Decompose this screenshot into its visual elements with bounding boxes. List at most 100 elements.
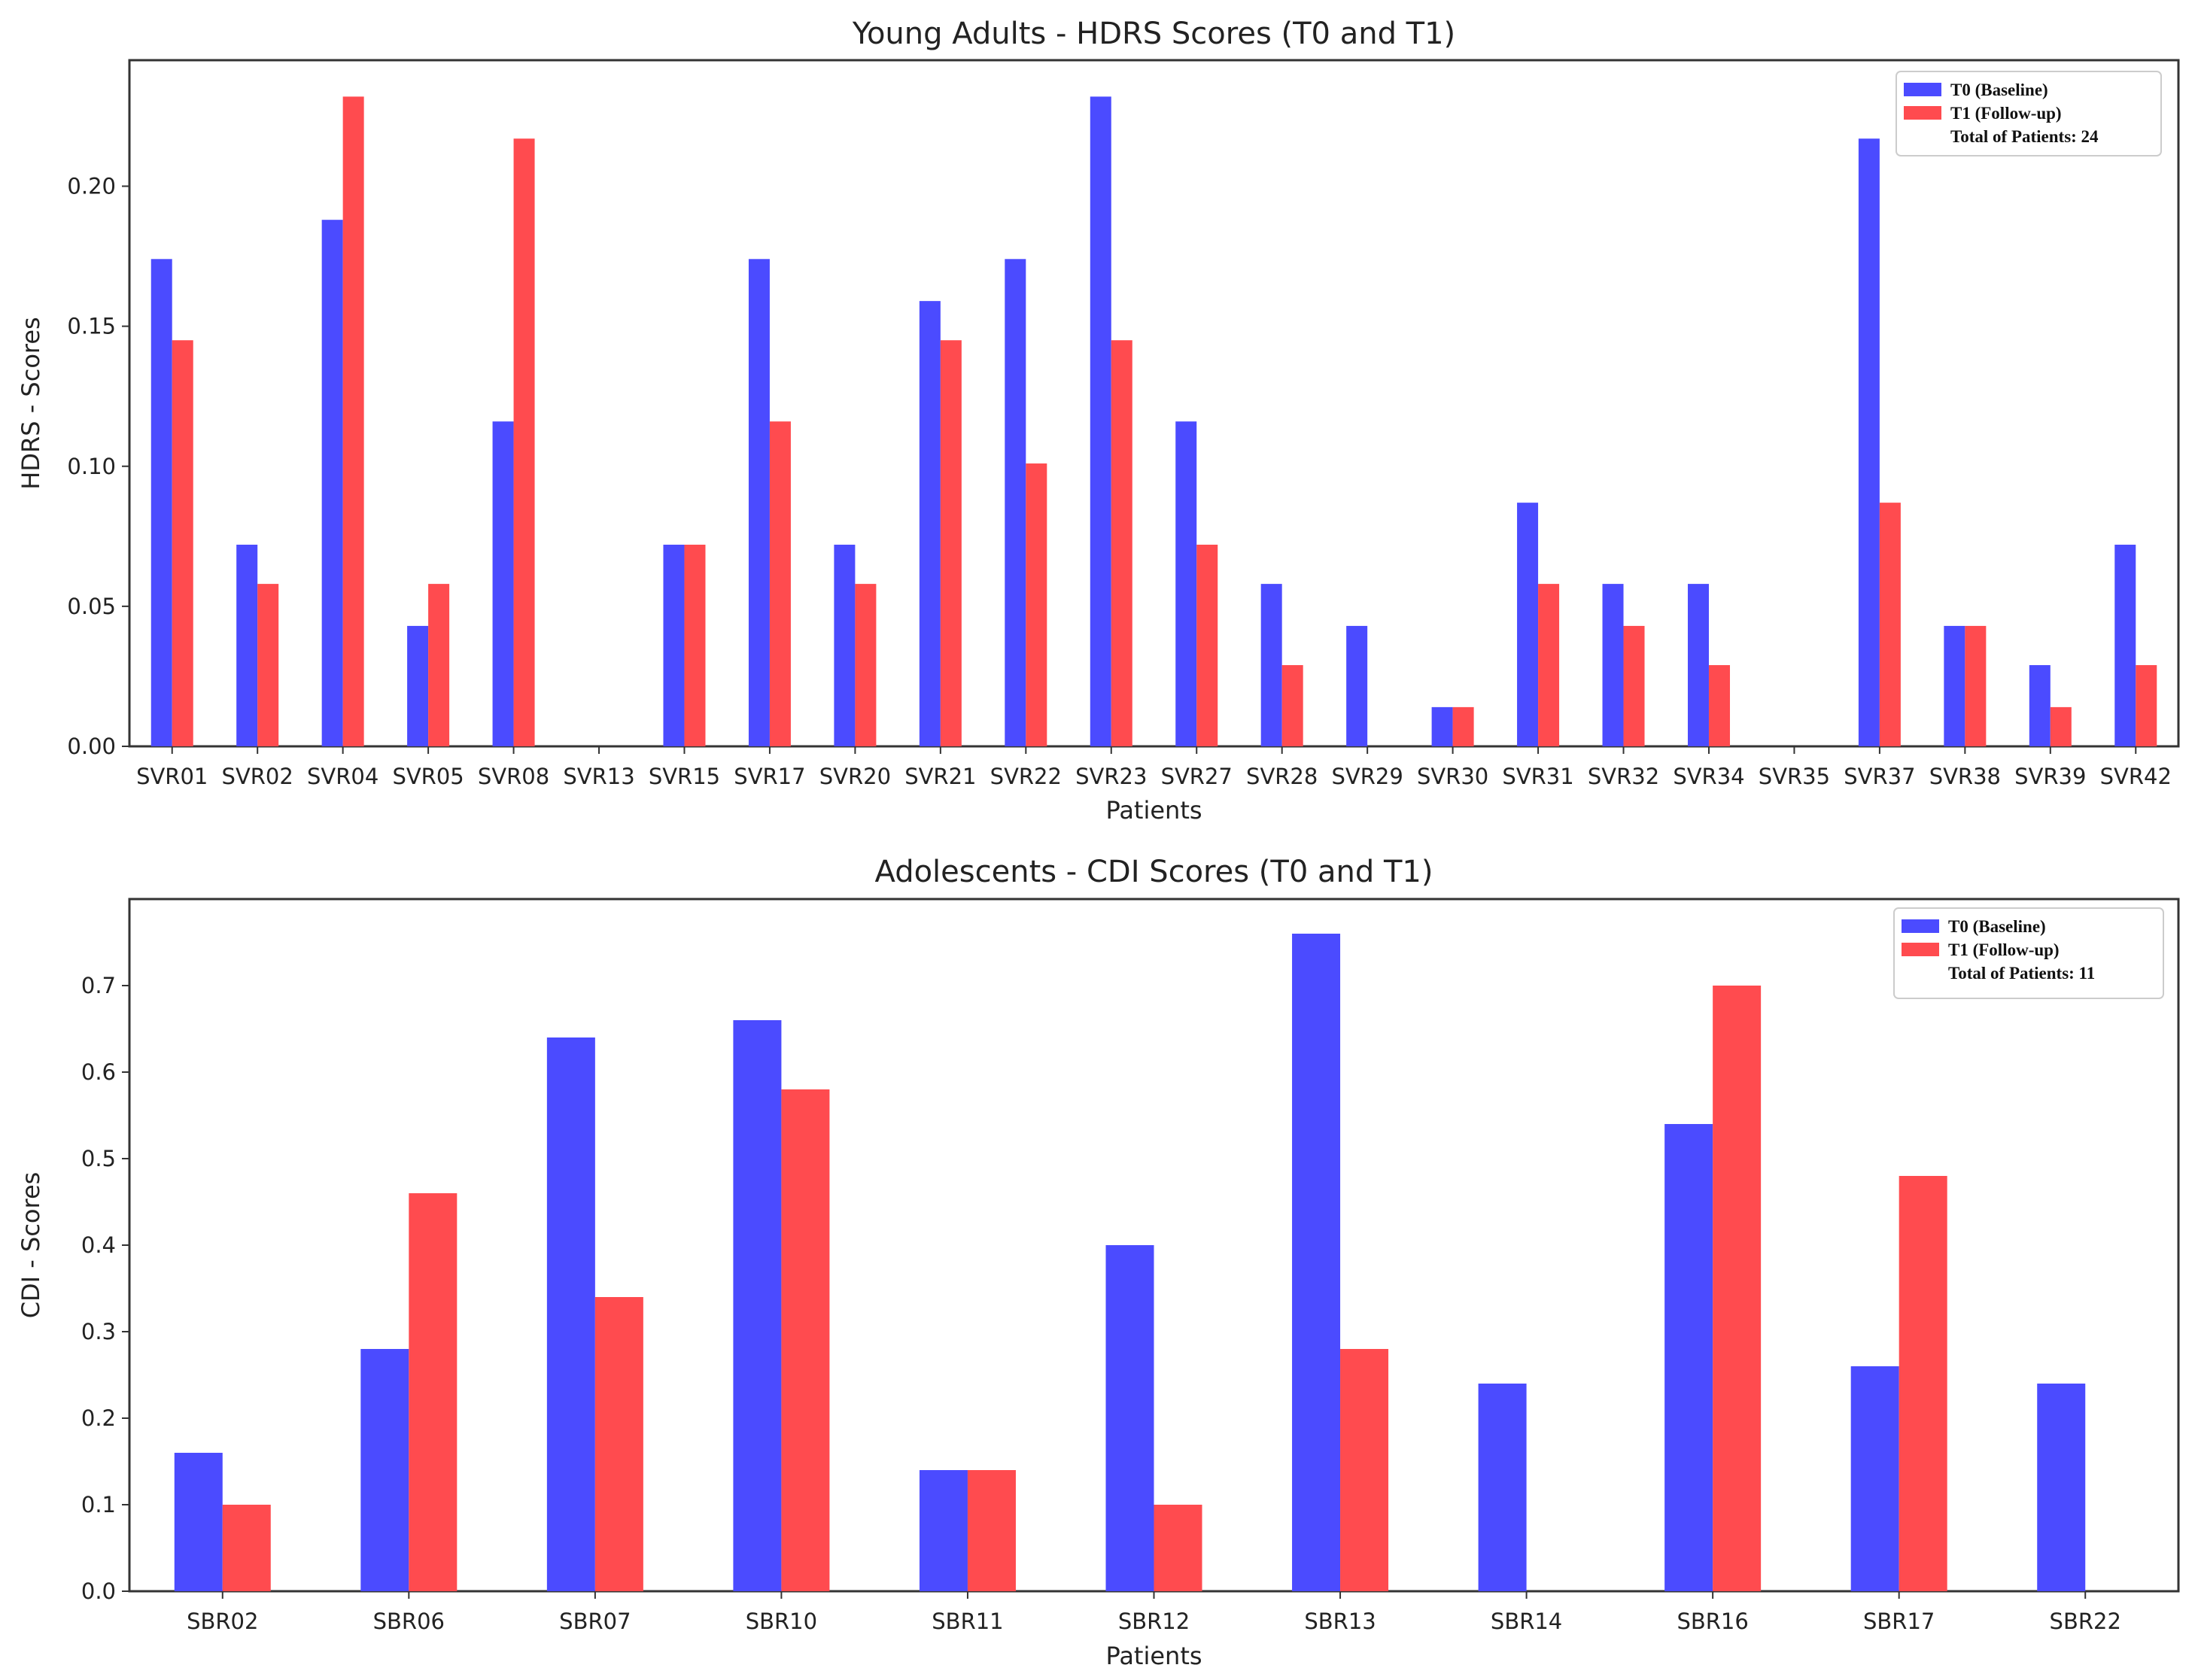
cdi-bar-t1-sbr06 [409,1193,458,1591]
hdrs-x-tick-label: SVR38 [1929,764,2001,789]
hdrs-bar-t0-svr20 [834,544,856,746]
hdrs-legend: T0 (Baseline) T1 (Follow-up) Total of Pati… [1896,71,2162,156]
cdi-x-tick-label: SBR16 [1677,1609,1748,1634]
hdrs-x-tick-label: SVR42 [2100,764,2172,789]
hdrs-x-tick-label: SVR02 [222,764,293,789]
cdi-legend-box [1893,907,2164,999]
cdi-x-tick-label: SBR17 [1863,1609,1935,1634]
hdrs-x-axis-label: Patients [1105,796,1202,825]
hdrs-bar-t0-svr01 [150,259,172,746]
hdrs-plot-frame [128,59,2180,748]
hdrs-bar-t1-svr04 [342,96,364,746]
hdrs-y-tick-label: 0.15 [67,314,116,339]
hdrs-bar-t0-svr31 [1517,503,1539,746]
hdrs-bar-t0-svr02 [236,544,258,746]
cdi-bar-t1-sbr17 [1899,1176,1947,1591]
cdi-bar-t0-sbr12 [1105,1245,1154,1591]
hdrs-bar-t1-svr01 [172,340,193,747]
hdrs-bar-t0-svr08 [492,421,514,746]
hdrs-bar-t1-svr21 [940,340,962,747]
hdrs-bar-t1-svr08 [513,138,535,746]
hdrs-bar-t0-svr42 [2114,544,2136,746]
cdi-y-tick-label: 0.0 [81,1578,116,1604]
hdrs-bar-t1-svr32 [1623,625,1645,746]
cdi-legend-total-patients: Total of Patients: 11 [1948,964,2095,983]
hdrs-bar-t1-svr31 [1538,584,1560,746]
cdi-y-tick-label: 0.6 [81,1059,116,1085]
hdrs-bar-t1-svr22 [1026,463,1047,746]
adolescents-cdi-chart: Adolescents - CDI Scores (T0 and T1) 0.0 0… [17,855,2180,1670]
hdrs-bar-t1-svr28 [1281,665,1303,746]
cdi-y-tick-label: 0.7 [81,973,116,998]
hdrs-x-tick-label: SVR32 [1588,764,1659,789]
hdrs-bar-t1-svr23 [1111,340,1132,747]
hdrs-bar-t0-svr34 [1687,584,1709,746]
hdrs-chart-title: Young Adults - HDRS Scores (T0 and T1) [852,17,1455,51]
hdrs-x-tick-label: SVR15 [649,764,720,789]
cdi-bar-t0-sbr11 [919,1470,968,1591]
hdrs-legend-label-t0: T0 (Baseline) [1950,81,2048,99]
hdrs-bar-t1-svr37 [1879,503,1901,746]
hdrs-x-tick-label: SVR37 [1844,764,1915,789]
hdrs-x-tick-label: SVR30 [1417,764,1488,789]
cdi-x-tick-label: SBR07 [559,1609,631,1634]
cdi-legend-swatch-t0 [1902,919,1939,933]
hdrs-legend-swatch-t1 [1904,106,1941,120]
hdrs-bar-t0-svr27 [1175,421,1197,746]
hdrs-x-tick-label: SVR31 [1502,764,1573,789]
hdrs-x-tick-label: SVR04 [307,764,378,789]
cdi-y-tick-label: 0.2 [81,1405,116,1431]
hdrs-x-tick-label: SVR01 [136,764,208,789]
cdi-legend-label-t0: T0 (Baseline) [1948,917,2046,936]
cdi-x-tick-label: SBR02 [187,1609,258,1634]
cdi-bar-t1-sbr10 [781,1089,830,1591]
cdi-y-tick-label: 0.4 [81,1232,116,1258]
hdrs-bar-t1-svr20 [855,584,877,746]
hdrs-x-tick-label: SVR21 [904,764,976,789]
hdrs-x-tick-label: SVR35 [1759,764,1830,789]
cdi-bar-t0-sbr22 [2037,1384,2086,1591]
cdi-x-tick-label: SBR11 [932,1609,1003,1634]
hdrs-y-tick-label: 0.10 [67,454,116,479]
hdrs-bar-t0-svr37 [1858,138,1880,746]
hdrs-x-tick-label: SVR08 [478,764,549,789]
hdrs-y-tick-label: 0.20 [67,174,116,199]
cdi-x-tick-label: SBR22 [2050,1609,2121,1634]
hdrs-y-tick-label: 0.00 [67,734,116,759]
hdrs-bar-t1-svr30 [1452,706,1474,746]
cdi-bar-t0-sbr07 [546,1037,595,1591]
young-adults-hdrs-chart: Young Adults - HDRS Scores (T0 and T1) 0.… [17,17,2180,825]
hdrs-bar-t1-svr27 [1196,544,1218,746]
hdrs-legend-label-t1: T1 (Follow-up) [1950,104,2062,123]
cdi-x-axis-label: Patients [1105,1642,1202,1670]
hdrs-bar-t0-svr21 [919,301,941,746]
cdi-bar-t0-sbr13 [1292,934,1341,1591]
cdi-y-tick-label: 0.5 [81,1146,116,1171]
hdrs-x-tick-label: SVR34 [1673,764,1744,789]
cdi-legend-label-t1: T1 (Follow-up) [1948,940,2060,959]
hdrs-bar-t1-svr02 [257,584,279,746]
hdrs-x-tick-label: SVR28 [1246,764,1318,789]
cdi-y-axis-label: CDI - Scores [17,1172,45,1319]
hdrs-bar-t0-svr32 [1602,584,1624,746]
hdrs-y-axis-label: HDRS - Scores [17,317,45,489]
hdrs-bar-t0-svr39 [2029,665,2051,746]
cdi-x-tick-label: SBR14 [1491,1609,1562,1634]
hdrs-bar-t0-svr04 [321,220,343,747]
cdi-bar-t1-sbr07 [594,1297,643,1591]
hdrs-bar-t1-svr05 [428,584,450,746]
hdrs-bar-t1-svr39 [2050,706,2072,746]
cdi-chart-title: Adolescents - CDI Scores (T0 and T1) [875,855,1433,889]
cdi-bar-t0-sbr10 [733,1020,782,1591]
cdi-x-tick-label: SBR10 [746,1609,817,1634]
cdi-bar-t1-sbr02 [222,1505,271,1591]
hdrs-legend-swatch-t0 [1904,83,1941,96]
hdrs-bar-t1-svr42 [2136,665,2157,746]
cdi-bar-t0-sbr16 [1664,1124,1713,1591]
hdrs-y-tick-label: 0.05 [67,594,116,619]
cdi-legend: T0 (Baseline) T1 (Follow-up) Total of Pati… [1893,907,2164,999]
hdrs-bar-t0-svr22 [1005,259,1026,746]
cdi-bar-t0-sbr14 [1478,1384,1527,1591]
cdi-x-tick-label: SBR13 [1304,1609,1376,1634]
